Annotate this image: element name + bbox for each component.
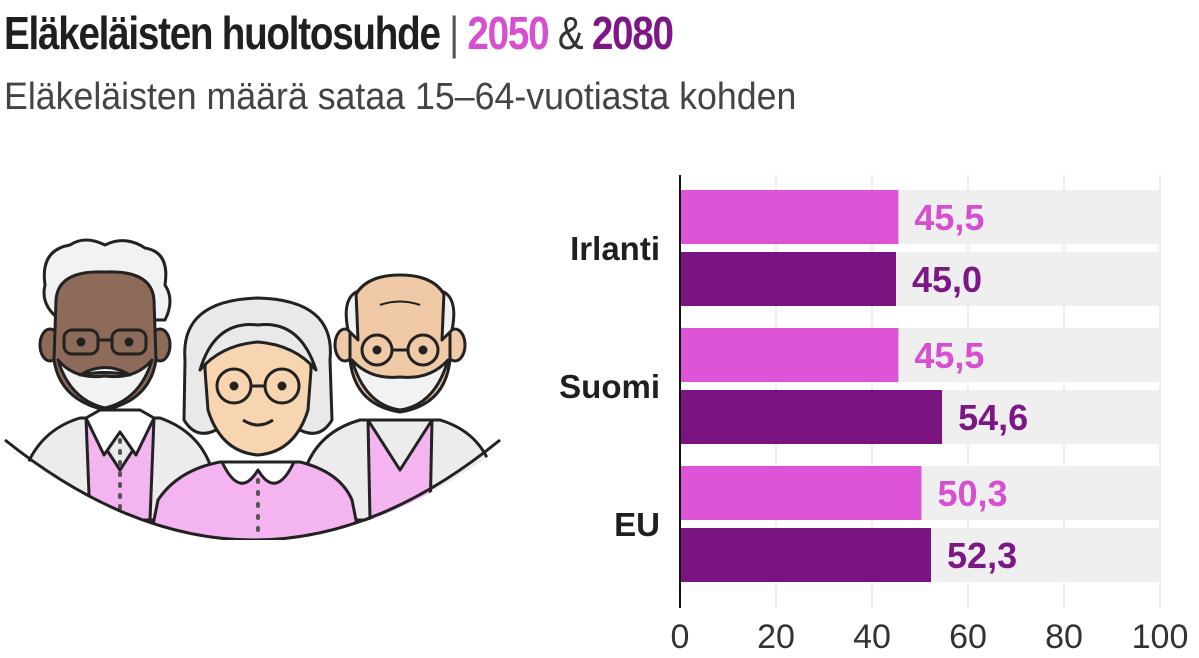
track-layer: [680, 190, 1160, 582]
x-tick-label: 100: [1132, 618, 1189, 656]
x-tick-label: 60: [949, 618, 987, 656]
x-tick-label: 80: [1045, 618, 1083, 656]
x-tick-label: 20: [757, 618, 795, 656]
bar-2050-irlanti: [680, 190, 899, 244]
label-layer: 45,5 45,0 45,5 54,6 50,3 52,3: [912, 197, 1028, 576]
title-year-2080: 2080: [591, 7, 674, 59]
title-main: Eläkeläisten huoltosuhde: [4, 7, 441, 59]
data-label: 52,3: [947, 535, 1017, 576]
x-tick-label: 40: [853, 618, 891, 656]
elderly-people-illustration: [4, 238, 501, 540]
bar-2050-eu: [680, 466, 922, 520]
title-separator: |: [449, 7, 459, 59]
illustration-arc: [4, 438, 501, 540]
bar-2080-suomi: [680, 390, 943, 444]
data-label: 45,5: [914, 197, 984, 238]
bar-layer: [680, 190, 943, 582]
category-label: EU: [614, 506, 660, 543]
title-year-2050: 2050: [467, 7, 549, 59]
category-label: Suomi: [559, 368, 660, 405]
title-ampersand: &: [557, 7, 584, 59]
bar-2080-irlanti: [680, 252, 896, 306]
x-tick-label: 0: [671, 618, 690, 656]
data-label: 54,6: [958, 397, 1028, 438]
category-layer: Irlanti Suomi EU: [559, 230, 660, 543]
woman-center-figure: [148, 296, 362, 540]
data-label: 45,5: [914, 335, 984, 376]
chart-subtitle: Eläkeläisten määrä sataa 15–64-vuotiasta…: [4, 76, 797, 118]
data-label: 50,3: [937, 473, 1007, 514]
tick-layer: 0 20 40 60 80 100: [671, 618, 1189, 656]
chart-title: Eläkeläisten huoltosuhde | 2050 & 2080: [4, 6, 674, 60]
category-label: Irlanti: [570, 230, 660, 267]
data-label: 45,0: [912, 259, 982, 300]
bar-2050-suomi: [680, 328, 899, 382]
bar-2080-eu: [680, 528, 932, 582]
